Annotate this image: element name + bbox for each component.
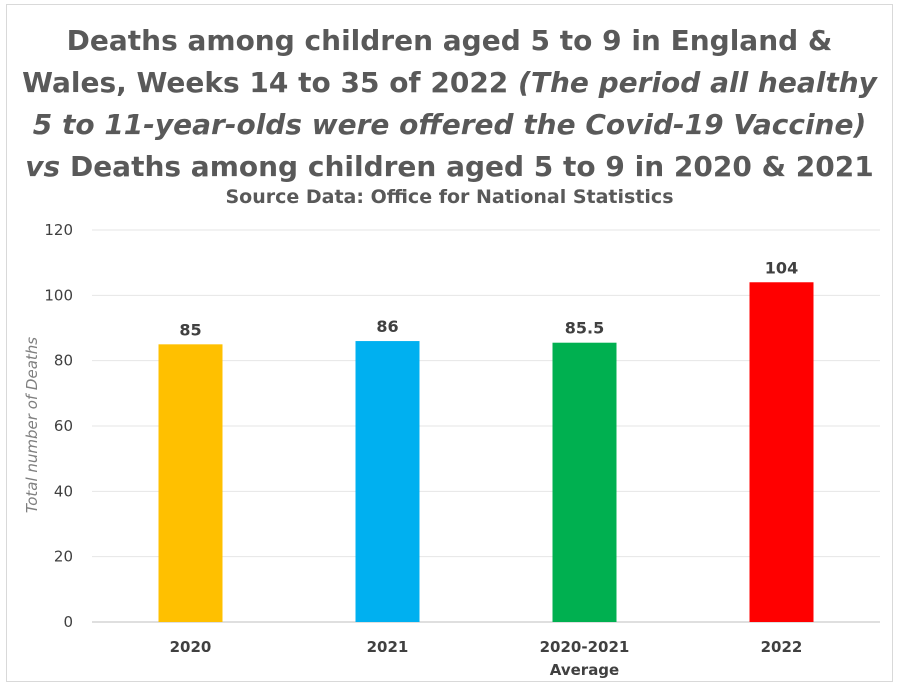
y-axis-label: Total number of Deaths <box>23 337 41 513</box>
chart-title: Deaths among children aged 5 to 9 in Eng… <box>0 20 899 188</box>
chart-subtitle: Source Data: Office for National Statist… <box>225 186 674 208</box>
data-labels: 85 86 85.5 104 <box>179 258 798 339</box>
chart-title-run: 5 to 11-year-olds were offered the Covid… <box>32 108 867 141</box>
y-tick-label: 40 <box>54 482 73 500</box>
chart-frame <box>6 4 893 682</box>
y-axis-ticks: 0 20 40 60 80 100 120 <box>44 221 73 631</box>
data-label: 85 <box>179 320 201 339</box>
x-axis-ticks: 2020 2021 2020-2021 Average 2022 <box>170 638 803 679</box>
x-tick-label: 2021 <box>367 638 409 656</box>
bar <box>552 342 617 622</box>
gridlines <box>92 229 880 623</box>
x-tick-label: 2022 <box>761 638 803 656</box>
bars <box>158 282 814 622</box>
data-label: 86 <box>376 317 398 336</box>
y-tick-label: 0 <box>63 613 73 631</box>
y-tick-label: 120 <box>44 221 73 239</box>
chart-title-run: Deaths among children aged 5 to 9 in 202… <box>60 150 874 183</box>
x-tick-label: Average <box>550 661 619 679</box>
y-tick-label: 20 <box>54 548 73 566</box>
bar <box>749 282 814 622</box>
y-tick-label: 80 <box>54 352 73 370</box>
bar <box>158 344 223 622</box>
chart-title-line: 5 to 11-year-olds were offered the Covid… <box>0 104 899 146</box>
x-tick-label: 2020 <box>170 638 212 656</box>
chart-title-line: Deaths among children aged 5 to 9 in Eng… <box>0 20 899 62</box>
data-label: 104 <box>765 258 798 277</box>
data-label: 85.5 <box>565 319 604 338</box>
x-tick-label: 2020-2021 <box>540 638 630 656</box>
chart-title-run: (The period all healthy <box>518 66 877 99</box>
chart-title-line: Wales, Weeks 14 to 35 of 2022 (The perio… <box>0 62 899 104</box>
y-tick-label: 60 <box>54 417 73 435</box>
bar <box>355 341 420 622</box>
chart-title-line: vs Deaths among children aged 5 to 9 in … <box>0 146 899 188</box>
chart-title-run: vs <box>25 150 61 183</box>
y-tick-label: 100 <box>44 286 73 304</box>
chart-title-run: Wales, Weeks 14 to 35 of 2022 <box>22 66 519 99</box>
chart-title-run: Deaths among children aged 5 to 9 in Eng… <box>66 24 833 57</box>
